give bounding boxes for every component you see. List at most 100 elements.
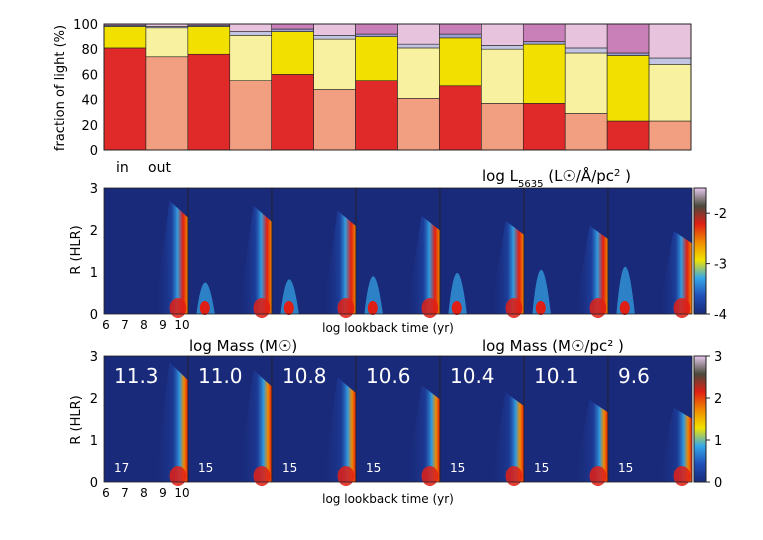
lum-ylabel: R (HLR) xyxy=(69,225,84,274)
bar-segment-old xyxy=(439,33,482,39)
panel-core xyxy=(589,466,607,486)
panel-ridge xyxy=(490,392,524,482)
panel-young-core xyxy=(451,301,462,315)
panel-ridge xyxy=(154,200,188,314)
heatmap-panel xyxy=(355,187,441,318)
mass-colorbar: 0 1 2 3 xyxy=(693,350,722,491)
panel-count-label: 17 xyxy=(114,461,129,475)
panel-ridge xyxy=(490,220,524,314)
lum-x-ticks: 6 7 8 9 10 xyxy=(102,318,189,332)
heatmap-panel xyxy=(439,187,525,318)
mass-heatmap: log Mass (M☉) log Mass (M☉/pc² ) R (HLR)… xyxy=(69,337,722,506)
y-tick-label: 0 xyxy=(90,308,98,323)
x-tick-label: 6 xyxy=(102,318,110,332)
bar-segment-intermediate xyxy=(522,43,566,104)
panel-young-core xyxy=(367,301,378,315)
bar-segment-intermediate xyxy=(313,38,356,90)
bar-segment-oldest xyxy=(397,23,440,45)
bar-segment-old xyxy=(564,47,608,54)
y-tick-label: 3 xyxy=(90,182,98,197)
bar-segment-young xyxy=(397,98,440,151)
bar-segment-old xyxy=(271,28,314,32)
bar-segment-old xyxy=(522,41,566,45)
heatmap-panel xyxy=(187,187,273,318)
x-tick-label: 8 xyxy=(140,318,148,332)
light-fraction-chart: fraction of light (%) 0 20 40 60 80 100 in ou… xyxy=(53,18,692,176)
mass-xlabel: log lookback time (yr) xyxy=(322,492,454,506)
panel-count-label: 15 xyxy=(618,461,633,475)
heatmap-panel: 10.6 15 xyxy=(355,355,441,486)
x-tick-label: 6 xyxy=(102,486,110,500)
bar-segment-young xyxy=(648,120,692,151)
bar-segment-old xyxy=(481,45,524,50)
bar-segment-young xyxy=(271,74,314,151)
panel-core xyxy=(169,466,187,486)
panel-core xyxy=(253,298,271,318)
bar-segment-young xyxy=(103,47,147,151)
bar-segment-young xyxy=(606,120,650,151)
y-tick-label: 2 xyxy=(90,224,98,239)
heatmap-panel: 11.3 17 xyxy=(103,355,189,486)
mass-panels: 11.3 17 11.0 15 10.8 15 10.6 15 10.4 15 10.1 15 9.6 1… xyxy=(103,355,693,486)
mass-x-ticks: 6 7 8 9 10 xyxy=(102,486,189,500)
panel-core xyxy=(505,298,523,318)
bar-segment-intermediate xyxy=(481,48,524,104)
mass-ylabel: R (HLR) xyxy=(69,395,84,444)
bar-segment-intermediate xyxy=(564,52,608,114)
colorbar-tick-label: 0 xyxy=(714,476,722,491)
bar-segment-intermediate xyxy=(271,31,314,75)
colorbar-tick-label: 2 xyxy=(714,392,722,407)
bar-segment-intermediate xyxy=(229,35,273,82)
bar-segment-oldest xyxy=(481,23,524,46)
panel-ridge xyxy=(574,400,608,482)
mass-title-right: log Mass (M☉/pc² ) xyxy=(482,337,624,355)
bar-segment-intermediate xyxy=(187,26,231,55)
bar-segment-oldest xyxy=(648,23,692,59)
panel-young-core xyxy=(619,301,630,315)
bar-segment-old xyxy=(355,33,398,37)
x-tick-label: 8 xyxy=(140,486,148,500)
heatmap-panel xyxy=(607,187,693,318)
colorbar xyxy=(693,355,707,483)
panel-ridge xyxy=(574,225,608,314)
panel-young-core xyxy=(199,301,210,315)
bar-segment-old xyxy=(397,43,440,49)
bar-segment-young xyxy=(145,56,189,151)
bar-ylabel: fraction of light (%) xyxy=(53,25,68,151)
panel-count-label: 15 xyxy=(534,461,549,475)
mass-y-ticks: 0 1 2 3 xyxy=(90,350,98,491)
panel-count-label: 15 xyxy=(450,461,465,475)
y-tick-label: 2 xyxy=(90,392,98,407)
bar-segment-oldest xyxy=(439,23,482,35)
colorbar-tick-label: -3 xyxy=(714,258,727,273)
x-tick-label: 10 xyxy=(174,318,189,332)
panel-count-label: 15 xyxy=(198,461,213,475)
x-tick-label: 10 xyxy=(174,486,189,500)
y-tick-label: 3 xyxy=(90,350,98,365)
bar-segment-intermediate xyxy=(397,47,440,99)
bar-y-tick-label: 0 xyxy=(90,144,98,159)
heatmap-panel: 11.0 15 xyxy=(187,355,273,486)
panel-ridge xyxy=(154,362,188,482)
bar-y-ticks: 0 20 40 60 80 100 xyxy=(73,18,108,159)
panel-mass-label: 10.4 xyxy=(450,364,495,388)
panel-ridge xyxy=(406,384,440,482)
bar-segment-young xyxy=(229,80,273,151)
bar-segment-young xyxy=(522,103,566,151)
heatmap-panel xyxy=(271,187,357,318)
panel-core xyxy=(337,466,355,486)
y-tick-label: 1 xyxy=(90,266,98,281)
bar-segment-young xyxy=(355,80,398,151)
colorbar-tick-label: -2 xyxy=(714,207,727,222)
panel-ridge xyxy=(238,369,272,482)
colorbar-tick-label: 1 xyxy=(714,434,722,449)
bar-segment-oldest xyxy=(271,23,314,30)
lum-xlabel: log lookback time (yr) xyxy=(322,321,454,335)
panel-core xyxy=(673,298,691,318)
panel-core xyxy=(169,298,187,318)
panel-young-core xyxy=(535,301,546,315)
panel-young-core xyxy=(283,301,294,315)
bar-segment-oldest xyxy=(229,23,273,32)
